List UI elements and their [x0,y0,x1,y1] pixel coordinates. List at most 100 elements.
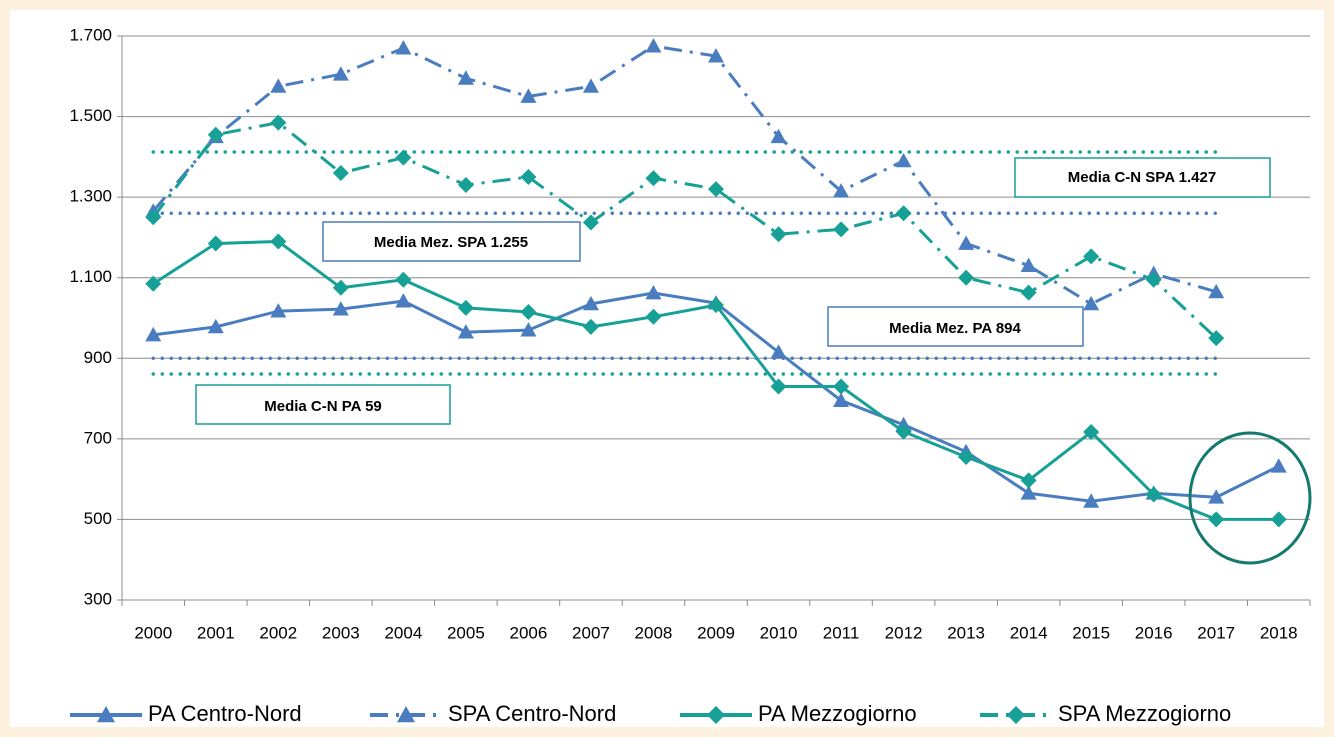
legend-label: PA Centro-Nord [148,701,302,726]
marker [1020,284,1037,301]
marker [958,235,975,250]
marker [332,301,349,316]
marker [645,308,662,325]
marker [207,235,224,252]
marker [270,233,287,250]
marker [520,303,537,320]
marker [520,322,537,337]
y-tick-label: 1.500 [69,106,112,125]
marker [958,448,975,465]
marker [1083,295,1100,311]
plot [145,38,1287,528]
marker [708,181,724,198]
marker [520,169,537,185]
marker [1007,706,1025,724]
marker [770,344,787,359]
x-tick-label: 2018 [1260,623,1298,642]
grid: 300 500 700 900 1.100 1.300 1.500 1.700 2000 2001… [69,25,1311,642]
marker [270,114,287,131]
marker [332,164,349,181]
annotation-box [827,306,1084,347]
annotation: Media C-N PA 59 [264,398,382,415]
chart-area [10,10,1324,727]
x-tick-label: 2012 [885,623,923,642]
marker [1270,511,1287,528]
x-tick-label: 2010 [760,623,798,642]
marker [270,78,287,93]
x-tick-label: 2014 [1010,623,1048,642]
marker [895,152,912,168]
y-tick-label: 300 [84,589,112,608]
marker [457,177,474,194]
marker [770,226,787,243]
reference-lines [151,150,1218,376]
legend-label: PA Mezzogiorno [758,701,917,726]
marker [1145,486,1162,503]
marker [582,295,599,311]
marker [708,297,724,314]
marker [332,279,349,296]
x-tick-label: 2016 [1135,623,1173,642]
marker [145,326,162,342]
y-tick-label: 1.300 [69,187,112,206]
y-tick-label: 700 [84,428,112,447]
marker [207,318,224,334]
annotation: Media Mez. SPA 1.255 [374,234,528,251]
marker [645,285,662,300]
x-tick-label: 2011 [823,623,860,642]
marker [833,221,850,238]
marker [1208,330,1225,347]
marker [833,378,850,395]
marker [645,170,662,187]
annotation-box [195,384,451,425]
marker [770,128,787,144]
marker [582,78,599,93]
series-line [152,121,1218,340]
marker [645,38,662,53]
annotation-box [322,221,581,262]
highlight-ellipse [1188,431,1312,565]
x-tick-label: 2017 [1197,623,1235,642]
marker [395,293,412,308]
marker [1208,511,1225,528]
marker [1208,283,1225,299]
x-tick-label: 2015 [1072,623,1110,642]
marker [582,214,599,231]
marker [145,275,162,292]
marker [1020,257,1037,273]
marker [1145,271,1162,288]
x-tick-label: 2009 [697,623,735,642]
x-tick-label: 2002 [259,623,297,642]
marker [895,423,912,440]
annotation-box [1014,157,1271,198]
x-tick-label: 2008 [635,623,673,642]
marker [1208,489,1225,504]
marker [207,126,224,143]
marker [270,303,287,318]
marker [457,299,474,316]
marker [395,149,412,166]
x-tick-label: 2000 [134,623,172,642]
marker [395,271,412,288]
y-tick-label: 500 [84,509,112,528]
marker [1083,493,1100,508]
legend-label: SPA Centro-Nord [448,701,616,726]
x-tick-label: 2007 [572,623,610,642]
marker [707,706,725,724]
marker [145,209,162,226]
marker [97,706,115,723]
marker [1020,472,1037,489]
marker [395,40,412,55]
marker [1083,424,1100,441]
marker [770,378,787,395]
marker [833,392,850,407]
marker [708,48,724,63]
marker [1020,485,1037,500]
y-tick-label: 1.700 [69,25,112,44]
y-tick-label: 900 [84,348,112,367]
annotation: Media C-N SPA 1.427 [1068,169,1216,186]
marker [457,70,474,85]
x-tick-label: 2001 [197,623,235,642]
x-tick-label: 2005 [447,623,485,642]
